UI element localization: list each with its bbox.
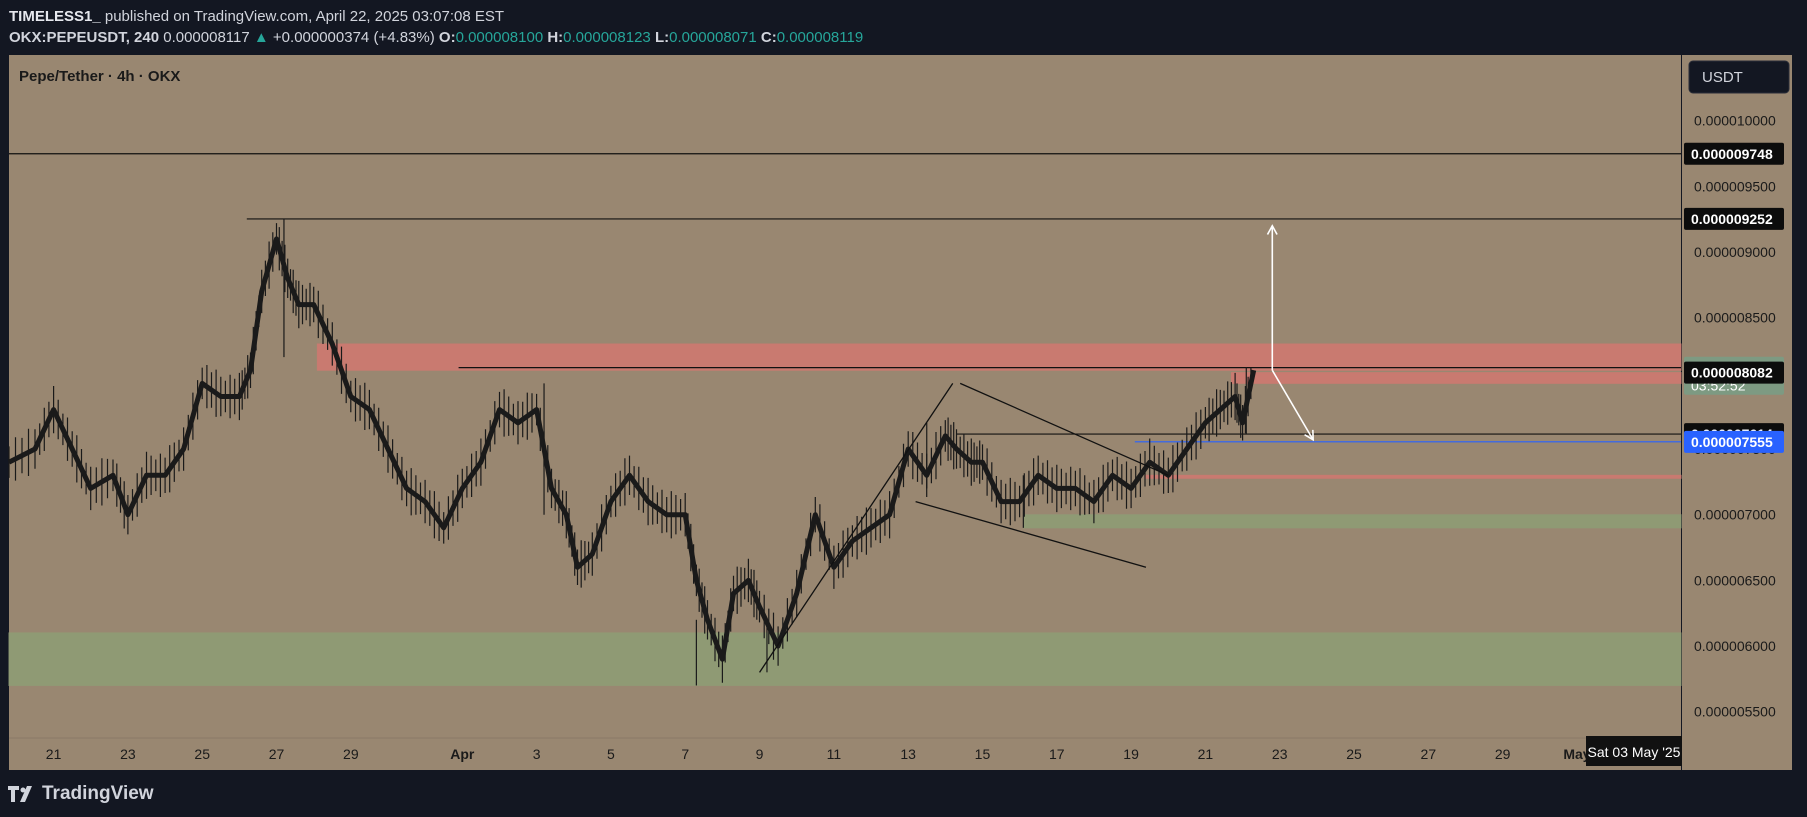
x-tick-label-7: 5	[607, 746, 615, 762]
resistance-zone-0	[316, 343, 1682, 371]
last-price: 0.000008117	[163, 29, 250, 46]
time-axis[interactable]: 21 23 25 27 29 Apr 3 5 7 9 11 13 15 17 19 21 23 25 27 29 May	[46, 746, 1591, 762]
high-label: H:	[547, 29, 564, 46]
x-tick-label-10: 11	[827, 746, 842, 762]
publisher-name: TIMELESS1_	[9, 8, 101, 25]
price-label-box-0	[1684, 142, 1784, 165]
open-value: 0.000008100	[455, 29, 544, 46]
x-tick-label-2: 25	[194, 746, 210, 762]
price-label-0: 0.000009748	[1691, 146, 1773, 162]
zones-layer	[8, 343, 1682, 686]
x-tick-label-16: 23	[1272, 746, 1288, 762]
y-tick-label-1: 0.000009500	[1694, 178, 1776, 194]
x-tick-label-4: 29	[343, 746, 359, 762]
x-tick-label-15: 21	[1198, 746, 1214, 762]
x-tick-label-20: May	[1563, 746, 1590, 762]
x-tick-label-8: 7	[681, 746, 689, 762]
price-label-box-3	[1684, 361, 1784, 384]
x-tick-label-3: 27	[269, 746, 285, 762]
arrows-layer	[1266, 224, 1315, 442]
tradingview-brand: TradingView	[42, 783, 154, 804]
publish-info: TIMELESS1_ published on TradingView.com,…	[9, 8, 504, 25]
x-tick-label-6: 3	[533, 746, 541, 762]
published-text: published on TradingView.com, April 22, …	[104, 8, 505, 25]
low-label: L:	[654, 29, 670, 46]
price-axis-background[interactable]	[1682, 55, 1792, 770]
currency-button[interactable]: USDT	[1688, 60, 1790, 94]
price-label-box-1	[1684, 207, 1784, 230]
y-tick-label-3: 0.000008500	[1694, 310, 1776, 326]
projection-arrowhead-1	[1304, 429, 1315, 442]
crosshair-date-label: Sat 03 May '25	[1586, 736, 1682, 766]
x-tick-label-19: 29	[1495, 746, 1511, 762]
price-label-5: 0.000007555	[1691, 434, 1773, 450]
tradingview-logo-icon	[8, 786, 32, 802]
trendline-1	[915, 500, 1147, 568]
x-tick-label-12: 15	[975, 746, 991, 762]
x-tick-label-11: 13	[900, 746, 916, 762]
resistance-zone-4	[1145, 474, 1682, 479]
x-tick-label-18: 27	[1421, 746, 1437, 762]
crosshair-date-text: Sat 03 May '25	[1588, 744, 1681, 760]
symbol-info: OKX:PEPEUSDT, 240 0.000008117 ▲ +0.00000…	[9, 29, 863, 46]
projection-arrowhead-0	[1266, 224, 1278, 235]
y-tick-label-0: 0.000010000	[1694, 113, 1776, 129]
trendline-2	[959, 382, 1169, 476]
up-triangle-icon: ▲	[253, 29, 269, 46]
x-tick-label-17: 25	[1346, 746, 1362, 762]
x-tick-label-9: 9	[756, 746, 764, 762]
close-label: C:	[760, 29, 777, 46]
x-tick-label-0: 21	[46, 746, 62, 762]
x-tick-label-5: Apr	[450, 746, 475, 762]
x-tick-label-14: 19	[1123, 746, 1139, 762]
y-tick-label-9: 0.000005500	[1694, 704, 1776, 720]
support-zone-1	[8, 632, 1682, 686]
resistance-zone-3	[1230, 372, 1682, 384]
price-label-box-5	[1684, 430, 1784, 453]
horizontal-lines-layer	[9, 153, 1681, 443]
high-value: 0.000008123	[563, 29, 651, 46]
wick-highlights-layer	[283, 218, 1247, 686]
support-zone-2	[1022, 514, 1682, 529]
price-label-3: 0.000008082	[1691, 365, 1773, 381]
price-axis[interactable]: 0.000010000 0.000009500 0.000009000 0.00000…	[1694, 113, 1776, 720]
y-tick-label-6: 0.000007000	[1694, 507, 1776, 523]
low-value: 0.000008071	[669, 29, 757, 46]
price-labels-layer: 0.0000097480.0000092520.00000811903:52:5…	[1684, 142, 1784, 453]
y-tick-label-7: 0.000006500	[1694, 572, 1776, 588]
currency-button-label[interactable]: USDT	[1702, 69, 1743, 86]
price-wick-path	[8, 223, 1252, 683]
x-tick-label-13: 17	[1049, 746, 1065, 762]
tradingview-logo[interactable]: TradingView	[8, 783, 154, 805]
symbol-name: OKX:PEPEUSDT, 240	[9, 29, 160, 46]
trendline-0	[759, 383, 954, 673]
open-label: O:	[438, 29, 456, 46]
projection-arrow-1	[1271, 369, 1314, 441]
close-value: 0.000008119	[776, 29, 864, 46]
x-tick-label-1: 23	[120, 746, 136, 762]
price-label-1: 0.000009252	[1691, 211, 1773, 227]
pane-title: Pepe/Tether · 4h · OKX	[19, 68, 180, 85]
trendlines-layer	[759, 382, 1169, 673]
y-tick-label-2: 0.000009000	[1694, 244, 1776, 260]
y-tick-label-8: 0.000006000	[1694, 638, 1776, 654]
price-change: +0.000000374 (+4.83%)	[272, 29, 435, 46]
